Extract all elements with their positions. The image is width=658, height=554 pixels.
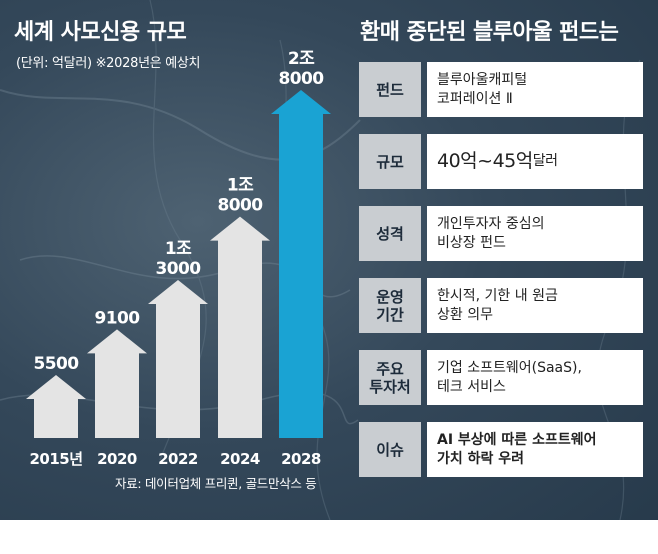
info-row-value-text: 40억~45억 <box>437 150 533 173</box>
info-row-label: 운영 기간 <box>359 278 421 333</box>
info-row-label-text: 펀드 <box>376 80 404 99</box>
info-row-label-text: 규모 <box>376 152 404 171</box>
bar-arrow-3 <box>210 216 270 438</box>
info-row: 규모 40억~45억 달러 <box>359 134 643 189</box>
source-note: 자료: 데이터업체 프리퀸, 골드만삭스 등 <box>115 476 317 491</box>
info-row-label-text: 성격 <box>376 224 404 243</box>
info-row-value-text: 블루아울캐피털 코퍼레이션 Ⅱ <box>437 72 528 107</box>
info-row-value-text: 기업 소프트웨어(SaaS), 테크 서비스 <box>437 360 582 395</box>
value-label-4: 2조 8000 <box>279 49 325 89</box>
info-row: 주요 투자처 기업 소프트웨어(SaaS), 테크 서비스 <box>359 350 643 405</box>
chart-subtitle: (단위: 억달러) ※2028년은 예상치 <box>16 56 201 71</box>
chart-title: 세계 사모신용 규모 <box>14 20 187 45</box>
category-label-2: 2022 <box>158 450 198 468</box>
info-row-label: 이슈 <box>359 422 421 477</box>
bar-arrow-0 <box>26 375 86 438</box>
info-row-label-text: 이슈 <box>376 440 404 459</box>
info-row-value: 개인투자자 중심의 비상장 펀드 <box>427 206 643 261</box>
info-row: 이슈 AI 부상에 따른 소프트웨어 가치 하락 우려 <box>359 422 643 477</box>
value-label-0: 5500 <box>34 354 80 374</box>
info-row-value-unit: 달러 <box>532 153 558 170</box>
info-row: 운영 기간 한시적, 기한 내 원금 상환 의무 <box>359 278 643 333</box>
category-label-0: 2015년 <box>29 450 82 468</box>
category-label-3: 2024 <box>220 450 260 468</box>
category-label-1: 2020 <box>97 450 137 468</box>
info-row-value: 40억~45억 달러 <box>427 134 643 189</box>
info-row-label: 규모 <box>359 134 421 189</box>
value-label-3: 1조 8000 <box>218 176 264 216</box>
category-label-4: 2028 <box>281 450 321 468</box>
info-row-value-text: 한시적, 기한 내 원금 상환 의무 <box>437 288 558 323</box>
info-row-value: 블루아울캐피털 코퍼레이션 Ⅱ <box>427 62 643 117</box>
info-row-label-text: 운영 기간 <box>376 287 404 324</box>
info-row-value: AI 부상에 따른 소프트웨어 가치 하락 우려 <box>427 422 643 477</box>
bottom-strip <box>0 520 658 554</box>
info-row-label: 주요 투자처 <box>359 350 421 405</box>
value-label-1: 9100 <box>95 308 141 328</box>
info-row: 펀드 블루아울캐피털 코퍼레이션 Ⅱ <box>359 62 643 117</box>
info-row-value-text: AI 부상에 따른 소프트웨어 가치 하락 우려 <box>437 432 597 467</box>
info-row-label: 펀드 <box>359 62 421 117</box>
value-label-2: 1조 3000 <box>156 239 202 279</box>
info-row-value: 한시적, 기한 내 원금 상환 의무 <box>427 278 643 333</box>
bar-arrow-1 <box>87 329 147 438</box>
info-row: 성격 개인투자자 중심의 비상장 펀드 <box>359 206 643 261</box>
info-row-value-text: 개인투자자 중심의 비상장 펀드 <box>437 216 545 251</box>
info-row-label-text: 주요 투자처 <box>369 359 411 396</box>
panel-title: 환매 중단된 블루아울 펀드는 <box>360 20 619 45</box>
info-row-label: 성격 <box>359 206 421 261</box>
bar-arrow-4 <box>271 90 331 438</box>
bar-arrow-2 <box>148 280 208 438</box>
info-row-value: 기업 소프트웨어(SaaS), 테크 서비스 <box>427 350 643 405</box>
